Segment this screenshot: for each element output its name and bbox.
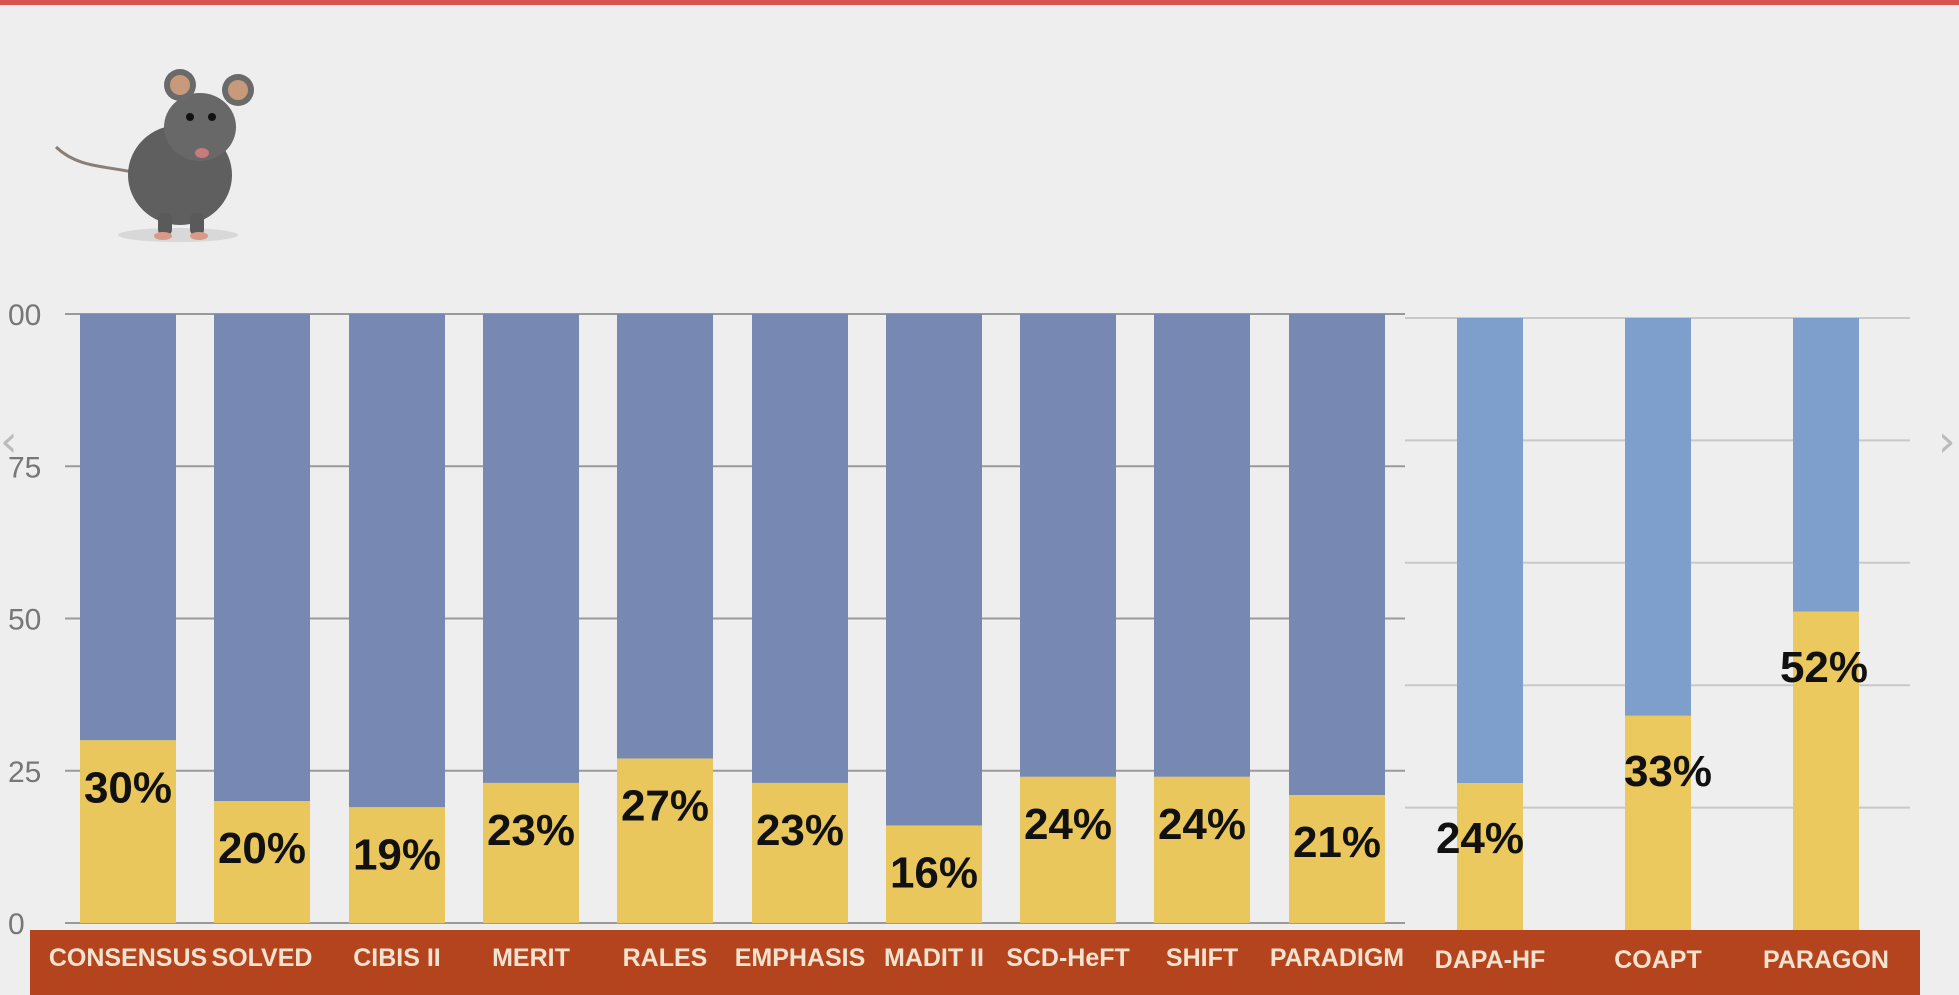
bar-segment-remaining (1625, 318, 1691, 716)
data-label: 23% (487, 806, 575, 855)
data-label: 27% (621, 782, 709, 831)
category-label: MERIT (492, 944, 570, 972)
category-band (30, 930, 1920, 995)
bar-segment-remaining (1289, 314, 1385, 796)
category-label: COAPT (1614, 946, 1702, 974)
bar-segment-value (1154, 776, 1250, 923)
y-tick-label: 50 (8, 604, 41, 637)
bar-segment-value (617, 758, 713, 923)
bar-segment-remaining (752, 314, 848, 783)
data-label: 21% (1293, 818, 1381, 867)
bar-segment-remaining (80, 314, 176, 741)
bar-segment-remaining (483, 314, 579, 783)
category-label: SCD-HeFT (1006, 944, 1130, 972)
data-label: 16% (890, 849, 978, 898)
y-tick-label: 25 (8, 756, 41, 789)
category-label: SOLVED (212, 944, 313, 972)
data-label: 30% (84, 763, 172, 812)
data-label: 24% (1158, 800, 1246, 849)
bar-segment-remaining (617, 314, 713, 759)
category-label: MADIT II (884, 944, 984, 972)
bar-segment-remaining (1457, 318, 1523, 784)
category-label: CONSENSUS (49, 944, 207, 972)
bar-segment-value (1020, 776, 1116, 923)
data-label: 20% (218, 824, 306, 873)
data-label: 33% (1624, 747, 1712, 796)
bar-segment-value (80, 740, 176, 923)
y-tick-label: 0 (8, 908, 25, 941)
bar-segment-remaining (349, 314, 445, 808)
mouse-illustration-icon (54, 69, 254, 242)
data-label: 52% (1780, 643, 1868, 692)
category-label: SHIFT (1166, 944, 1238, 972)
bar-segment-value (483, 782, 579, 923)
y-tick-label: 00 (8, 299, 41, 332)
category-label: PARAGON (1763, 946, 1889, 974)
bar-segment-remaining (214, 314, 310, 802)
bar-segment-value (349, 807, 445, 923)
bar-segment-value (1793, 611, 1859, 930)
data-label: 24% (1024, 800, 1112, 849)
bar-segment-value (1289, 795, 1385, 923)
category-label: EMPHASIS (735, 944, 866, 972)
bar-segment-value (1625, 715, 1691, 930)
bar-segment-remaining (1793, 318, 1859, 612)
top-accent-line (0, 0, 1959, 5)
bar-segment-remaining (1020, 314, 1116, 777)
category-label: DAPA-HF (1435, 946, 1546, 974)
category-label: CIBIS II (353, 944, 441, 972)
bar-segment-remaining (886, 314, 982, 826)
y-tick-label: 75 (8, 451, 41, 484)
next-slide-icon[interactable]: › (1938, 416, 1956, 467)
bar-segment-value (752, 782, 848, 923)
data-label: 23% (756, 806, 844, 855)
bar-segment-remaining (1154, 314, 1250, 777)
bar-segment-value (214, 801, 310, 923)
data-label: 24% (1436, 814, 1524, 863)
prev-slide-icon[interactable]: ‹ (0, 416, 18, 467)
data-label: 19% (353, 830, 441, 879)
bar-segment-value (886, 825, 982, 923)
category-label: PARADIGM (1270, 944, 1404, 972)
bar-segment-value (1457, 783, 1523, 930)
category-label: RALES (623, 944, 708, 972)
